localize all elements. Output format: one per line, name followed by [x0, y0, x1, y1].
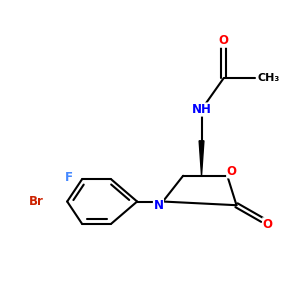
Text: O: O	[227, 165, 237, 178]
Text: NH: NH	[192, 103, 212, 116]
Text: N: N	[154, 199, 164, 212]
Text: O: O	[219, 34, 229, 47]
Text: CH₃: CH₃	[258, 73, 280, 83]
Text: O: O	[263, 218, 273, 231]
Text: F: F	[65, 171, 73, 184]
Text: Br: Br	[28, 195, 43, 208]
Polygon shape	[199, 141, 204, 176]
